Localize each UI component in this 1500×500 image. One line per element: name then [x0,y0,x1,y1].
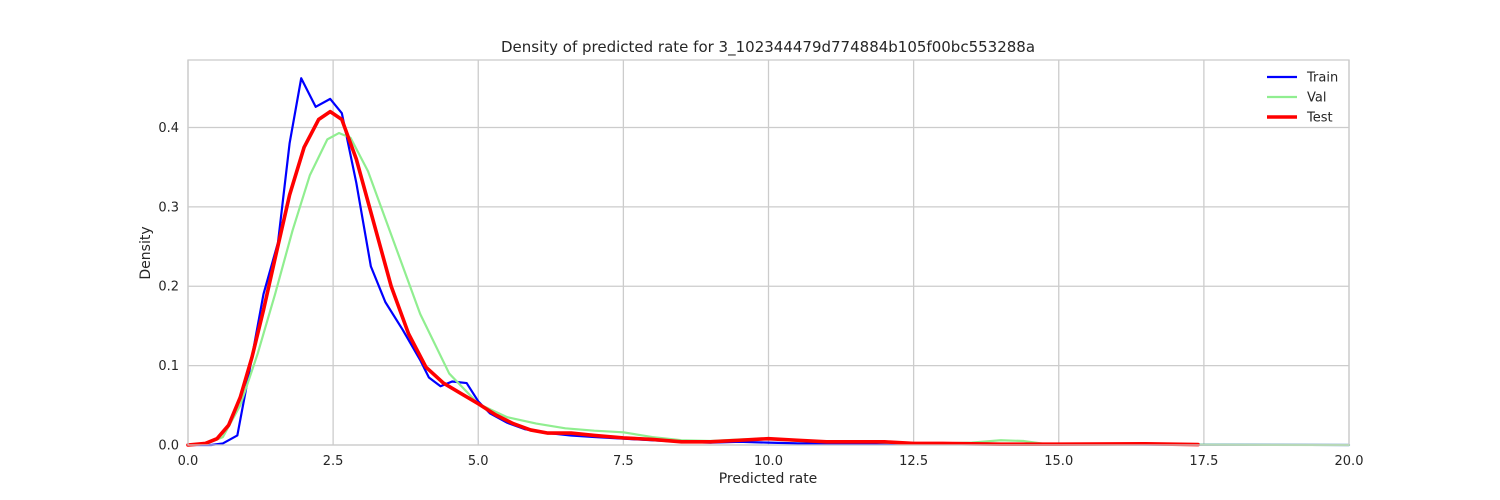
y-axis-label: Density [138,226,154,279]
x-tick-label: 12.5 [899,454,928,469]
y-tick-label: 0.0 [158,439,179,454]
x-tick-label: 5.0 [468,454,489,469]
x-tick-label: 2.5 [323,454,344,469]
x-tick-label: 7.5 [613,454,634,469]
x-tick-label: 15.0 [1044,454,1073,469]
legend: Train Val Test [1267,71,1338,126]
y-tick-label: 0.4 [158,121,179,136]
legend-item-test: Test [1267,111,1333,126]
x-tick-label: 17.5 [1189,454,1218,469]
legend-label: Train [1306,71,1338,86]
x-tick-label: 20.0 [1335,454,1364,469]
series-line-val [186,131,1351,447]
x-tick-label: 10.0 [754,454,783,469]
tick-labels: 0.0 2.5 5.0 7.5 10.0 12.5 15.0 17.5 20.0 0.0 0.1 0.… [158,121,1363,469]
axes [187,59,1350,446]
plot-frame [187,59,1350,446]
legend-item-val: Val [1267,91,1326,106]
x-tick-label: 0.0 [178,454,199,469]
x-axis-label: Predicted rate [719,471,818,487]
legend-label: Val [1307,91,1326,106]
chart-title: Density of predicted rate for 3_10234447… [501,38,1035,57]
series-line-train [186,77,1351,447]
legend-label: Test [1306,111,1333,126]
y-tick-label: 0.1 [158,359,179,374]
series-layer [186,77,1351,447]
y-tick-label: 0.2 [158,280,179,295]
legend-item-train: Train [1267,71,1338,86]
series-line-test [186,109,1200,447]
y-tick-label: 0.3 [158,200,179,215]
